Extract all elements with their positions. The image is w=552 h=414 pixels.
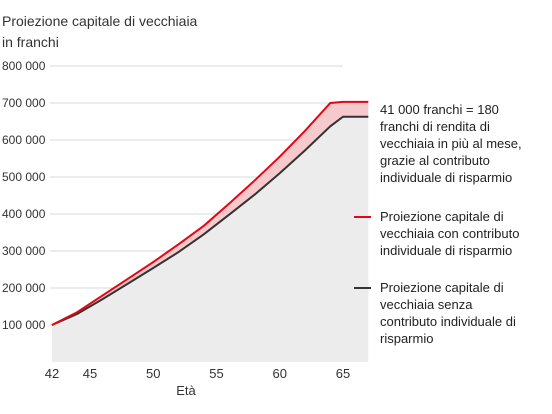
chart-areas <box>52 101 369 362</box>
area-contribution-gap <box>52 101 369 326</box>
y-tick-label: 600 000 <box>2 133 46 147</box>
y-tick-label: 700 000 <box>2 96 46 110</box>
x-tick-label: 45 <box>83 366 97 381</box>
x-tick-label: 55 <box>209 366 223 381</box>
y-tick-label: 800 000 <box>2 59 46 73</box>
legend-swatch-without-contribution <box>354 287 371 289</box>
y-tick-label: 500 000 <box>2 170 46 184</box>
x-axis-label: Età <box>176 383 196 398</box>
series-line-with-contribution <box>51 100 369 326</box>
x-tick-label: 50 <box>146 366 160 381</box>
chart-title: Proiezione capitale di vecchiaia in fran… <box>2 13 198 50</box>
chart-lines <box>51 100 369 326</box>
y-tick-label: 200 000 <box>2 281 46 295</box>
y-tick-label: 300 000 <box>2 244 46 258</box>
series-line-without-contribution <box>51 115 369 326</box>
legend-label-without-contribution: Proiezione capitale di vecchiaia senza c… <box>380 280 516 346</box>
x-tick-label: 42 <box>45 366 59 381</box>
grid-lines: 100 000 200 000 300 000 400 000 500 000 600 0… <box>2 59 343 332</box>
x-tick-label: 60 <box>273 366 287 381</box>
y-tick-label: 400 000 <box>2 207 46 221</box>
legend-swatch-with-contribution <box>354 216 371 218</box>
x-tick-label: 65 <box>336 366 350 381</box>
gap-annotation: 41 000 franchi = 180 franchi di rendita … <box>380 102 522 185</box>
area-without-contribution <box>52 116 369 362</box>
legend-label-with-contribution: Proiezione capitale di vecchiaia con con… <box>380 209 520 258</box>
axes: 42 45 50 55 60 65 <box>45 366 350 381</box>
y-tick-label: 100 000 <box>2 318 46 332</box>
